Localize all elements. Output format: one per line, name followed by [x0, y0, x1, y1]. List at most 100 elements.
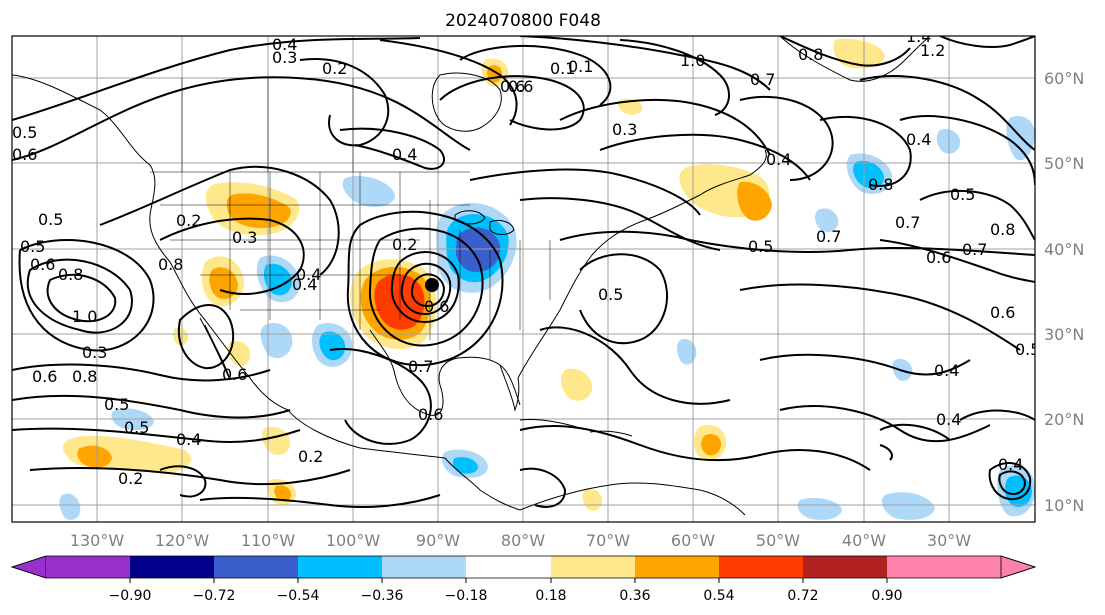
contour-label: 0.4: [936, 410, 961, 429]
contour-label: 0.8: [868, 175, 893, 194]
contour-label: 1.4: [906, 27, 931, 46]
contour-label: 0.2: [176, 211, 201, 230]
lon-label: 100°W: [326, 531, 381, 550]
colorbar-tick-label: 0.90: [871, 588, 902, 604]
contour-label: 0.5: [124, 418, 149, 437]
contour-label: 0.7: [962, 240, 987, 259]
contour-label: 0.5: [748, 237, 773, 256]
colorbar-tick-label: 0.18: [535, 588, 566, 604]
lon-label: 120°W: [155, 531, 210, 550]
contour-label: 1.2: [920, 41, 945, 60]
lon-label: 60°W: [671, 531, 715, 550]
contour-label: 0.2: [298, 447, 323, 466]
contour-label: 0.4: [296, 265, 321, 284]
colorbar-bin: [719, 556, 803, 578]
lat-label: 20°N: [1044, 410, 1084, 429]
lon-label: 130°W: [70, 531, 125, 550]
colorbar-tick-label: −0.90: [109, 588, 152, 604]
contour-label: 0.8: [990, 220, 1015, 239]
contour-label: 0.4: [906, 130, 931, 149]
lat-label: 40°N: [1044, 240, 1084, 259]
contour-labels: 0.4 0.3 0.2 0.1 1.0 0.8 0.7 0.6 0.5 0.3 …: [12, 27, 1040, 488]
contour-label: 0.7: [816, 227, 841, 246]
contour-label: 1.0: [72, 307, 97, 326]
colorbar-tick-label: 0.54: [703, 588, 734, 604]
contour-label: 0.2: [322, 59, 347, 78]
contour-label: 0.4: [176, 430, 201, 449]
contour-label: 0.5: [20, 237, 45, 256]
coastlines: [12, 36, 931, 516]
contour-label: 0.3: [232, 228, 257, 247]
lat-label: 50°N: [1044, 154, 1084, 173]
lon-label: 110°W: [241, 531, 296, 550]
contour-label: 0.3: [612, 120, 637, 139]
colorbar-bin: [298, 556, 382, 578]
contour-label: 0.6: [926, 248, 951, 267]
contour-label: 0.6: [990, 303, 1015, 322]
colorbar-tick-label: 0.72: [787, 588, 818, 604]
colorbar-outline: [10, 555, 1037, 579]
contour-label: 0.7: [408, 357, 433, 376]
colorbar-bin: [214, 556, 298, 578]
contour-label: 0.4: [292, 275, 317, 294]
map-panel: 0.4 0.3 0.2 0.1 1.0 0.8 0.7 0.6 0.5 0.3 …: [11, 27, 1040, 523]
lon-label: 80°W: [501, 531, 545, 550]
contour-label: 0.4: [934, 361, 959, 380]
contour-label: 0.2: [392, 235, 417, 254]
contour-label: 0.5: [12, 123, 37, 142]
contour-label: 0.8: [798, 45, 823, 64]
contour-label: 0.4: [272, 35, 297, 54]
lon-label: 70°W: [586, 531, 630, 550]
contour-label: 0.5: [1015, 340, 1040, 359]
colorbar-bin: [46, 556, 130, 578]
low-center-marker: [425, 278, 439, 292]
lat-label: 60°N: [1044, 69, 1084, 88]
colorbar-bin: [887, 556, 1001, 578]
contour-label: 0.8: [72, 367, 97, 386]
contour-label: 0.6: [32, 367, 57, 386]
longitude-labels: 130°W 120°W 110°W 100°W 90°W 80°W 70°W 6…: [70, 531, 971, 550]
map-frame: [11, 35, 1036, 523]
latitude-labels: 60°N 50°N 40°N 30°N 20°N 10°N: [1044, 69, 1084, 515]
shaded-anomalies: [59, 38, 1035, 520]
lon-label: 50°W: [756, 531, 800, 550]
contour-label: 0.6: [508, 77, 533, 96]
colorbar-bin: [635, 556, 719, 578]
contour-label: 0.6: [418, 405, 443, 424]
colorbar-tick-label: −0.72: [193, 588, 236, 604]
contour-label: 0.4: [766, 150, 791, 169]
contour-label: 0.7: [750, 70, 775, 89]
contour-label: 0.5: [38, 210, 63, 229]
contour-label: 0.7: [895, 213, 920, 232]
colorbar-tick-label: 0.36: [619, 588, 650, 604]
contour-label: 0.6: [12, 145, 37, 164]
colorbar-tick-labels: −0.90 −0.72 −0.54 −0.36 −0.18 0.18 0.36 …: [109, 588, 903, 604]
lon-label: 30°W: [927, 531, 971, 550]
colorbar-bin: [551, 556, 635, 578]
contour-label: 0.2: [118, 469, 143, 488]
contour-label: 0.6: [500, 77, 525, 96]
colorbar-tick-label: −0.54: [277, 588, 320, 604]
contour-lines: [12, 36, 1035, 508]
colorbar: −0.90 −0.72 −0.54 −0.36 −0.18 0.18 0.36 …: [10, 555, 1037, 604]
contour-label: 0.3: [82, 343, 107, 362]
contour-label: 0.5: [598, 285, 623, 304]
lon-label: 90°W: [416, 531, 460, 550]
contour-label: 0.4: [392, 145, 417, 164]
colorbar-tick-label: −0.36: [361, 588, 404, 604]
contour-label: 0.5: [104, 395, 129, 414]
colorbar-ticks: [129, 578, 888, 583]
colorbar-bin: [803, 556, 887, 578]
lon-label: 40°W: [842, 531, 886, 550]
contour-label: 0.1: [568, 57, 593, 76]
state-boundaries: [150, 78, 551, 360]
contour-label: 0.6: [30, 255, 55, 274]
contour-label: 0.3: [272, 48, 297, 67]
contour-label: 0.6: [424, 297, 449, 316]
colorbar-bin: [382, 556, 466, 578]
contour-label: 0.4: [998, 455, 1023, 474]
contour-label: 0.5: [950, 185, 975, 204]
colorbar-tick-label: −0.18: [445, 588, 488, 604]
colorbar-bin: [466, 556, 551, 578]
